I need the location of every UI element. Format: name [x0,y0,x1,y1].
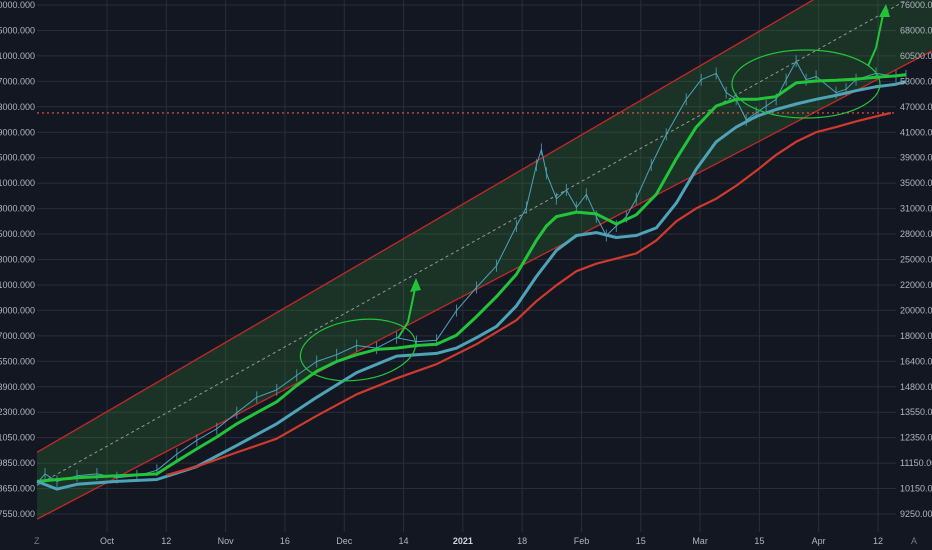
right-tick-label: 76000.00 [900,0,932,10]
left-tick-label: 31000.000 [0,280,35,290]
left-tick-label: 18650.000 [0,484,35,494]
corner-right-label[interactable]: A [911,536,917,546]
right-tick-label: 22000.00 [900,280,932,290]
time-tick-label: 14 [399,536,409,546]
time-tick-label: 12 [873,536,883,546]
left-tick-label: 21050.000 [0,433,35,443]
time-tick-label: 2021 [453,536,473,546]
time-tick-label: 18 [517,536,527,546]
right-tick-label: 11150.00 [900,458,932,468]
right-tick-label: 12350.00 [900,433,932,443]
time-tick-label: 15 [754,536,764,546]
series-layer [36,55,907,491]
right-tick-label: 25000.00 [900,255,932,265]
left-tick-label: 70000.000 [0,0,35,10]
channel-fill [37,0,932,520]
time-tick-label: Apr [812,536,826,546]
time-tick-label: Oct [100,536,115,546]
right-tick-label: 31000.00 [900,204,932,214]
series-ma-mid [36,80,907,491]
left-tick-label: 45000.000 [0,153,35,163]
right-tick-label: 28000.00 [900,229,932,239]
time-tick-label: Dec [336,536,353,546]
trend-arrow-head [879,4,890,17]
right-tick-label: 16400.00 [900,356,932,366]
trend-arrow-head [410,278,421,292]
highlight-ellipse [731,49,881,119]
left-tick-label: 27000.000 [0,331,35,341]
left-tick-label: 22300.000 [0,407,35,417]
time-tick-label: 12 [161,536,171,546]
time-axis[interactable]: Oct 12 Nov 16 Dec 14 2021 18 Feb 15 Mar 15 Apr 12 [100,536,883,546]
left-tick-label: 41000.000 [0,178,35,188]
time-tick-label: Mar [692,536,708,546]
right-tick-label: 18000.00 [900,331,932,341]
time-tick-label: 15 [636,536,646,546]
left-tick-label: 23900.000 [0,382,35,392]
left-tick-label: 25500.000 [0,356,35,366]
left-tick-label: 38000.000 [0,204,35,214]
right-tick-label: 13550.00 [900,407,932,417]
right-tick-label: 9250.00 [900,509,932,519]
series-ma-fast [36,73,907,483]
trend-arrow [397,283,417,339]
right-tick-label: 53000.00 [900,76,932,86]
right-tick-label: 10150.00 [900,484,932,494]
left-tick-label: 57000.000 [0,76,35,86]
time-tick-label: Feb [574,536,590,546]
time-tick-label: 16 [280,536,290,546]
left-price-axis[interactable]: 70000.000 65000.000 61000.000 57000.000 5300… [0,0,35,519]
grid-lines [37,0,896,532]
left-tick-label: 19850.000 [0,458,35,468]
right-tick-label: 68000.00 [900,25,932,35]
left-tick-label: 17550.000 [0,509,35,519]
right-tick-label: 14800.00 [900,382,932,392]
right-tick-label: 60500.00 [900,51,932,61]
right-tick-label: 47000.00 [900,102,932,112]
left-tick-label: 35000.000 [0,229,35,239]
left-tick-label: 33000.000 [0,255,35,265]
channel-midline [36,0,908,486]
time-tick-label: Nov [218,536,235,546]
right-tick-label: 41000.00 [900,127,932,137]
series-ma-slow [166,111,892,476]
right-tick-label: 39000.00 [900,153,932,163]
right-price-axis[interactable]: 76000.00 68000.00 60500.00 53000.00 47000.00… [900,0,932,519]
channel-upper-line [36,0,815,453]
right-tick-label: 35000.00 [900,178,932,188]
corner-left-label[interactable]: Z [34,536,40,546]
left-tick-label: 29000.000 [0,305,35,315]
annotation-layer [299,4,890,382]
left-tick-label: 61000.000 [0,51,35,61]
left-tick-label: 65000.000 [0,25,35,35]
left-tick-label: 53000.000 [0,102,35,112]
highlight-ellipse [299,318,417,382]
left-tick-label: 49000.000 [0,127,35,137]
right-tick-label: 20000.00 [900,305,932,315]
trend-arrow [867,9,885,67]
